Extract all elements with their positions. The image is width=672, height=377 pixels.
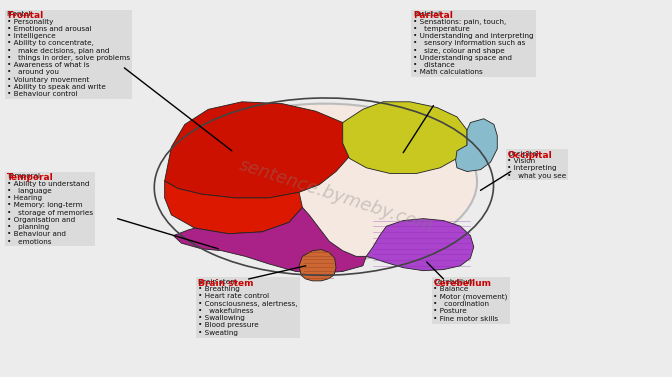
Text: Frontal: Frontal — [7, 11, 43, 20]
PathPatch shape — [343, 102, 467, 173]
Text: Temporal: Temporal — [7, 173, 54, 182]
Ellipse shape — [168, 104, 477, 262]
Text: Brain stem: Brain stem — [198, 279, 254, 288]
Text: sentence.bymeby.com: sentence.bymeby.com — [237, 156, 435, 236]
Text: Temporal
• Ability to understand
•   language
• Hearing
• Memory: long-term
•   : Temporal • Ability to understand • langu… — [7, 173, 93, 245]
Text: Cerebellum
• Balance
• Motor (movement)
•   coordination
• Posture
• Fine motor : Cerebellum • Balance • Motor (movement) … — [433, 279, 508, 322]
Text: Brain stem
• Breathing
• Heart rate control
• Consciousness, alertness,
•   wake: Brain stem • Breathing • Heart rate cont… — [198, 279, 298, 336]
PathPatch shape — [165, 102, 353, 198]
Text: Frontal
• Personality
• Emotions and arousal
• Intelligence
• Ability to concent: Frontal • Personality • Emotions and aro… — [7, 11, 130, 97]
Text: Parietal
• Sensations: pain, touch,
•   temperature
• Understanding and interpre: Parietal • Sensations: pain, touch, • te… — [413, 11, 534, 75]
PathPatch shape — [165, 181, 302, 234]
PathPatch shape — [366, 219, 474, 271]
Text: Cerebellum: Cerebellum — [433, 279, 491, 288]
Text: Parietal: Parietal — [413, 11, 453, 20]
Text: Occipital: Occipital — [507, 151, 552, 160]
Text: Occipital
• Vision
• Interpreting
•   what you see: Occipital • Vision • Interpreting • what… — [507, 151, 566, 179]
PathPatch shape — [173, 207, 366, 273]
PathPatch shape — [299, 250, 336, 281]
PathPatch shape — [456, 119, 497, 172]
